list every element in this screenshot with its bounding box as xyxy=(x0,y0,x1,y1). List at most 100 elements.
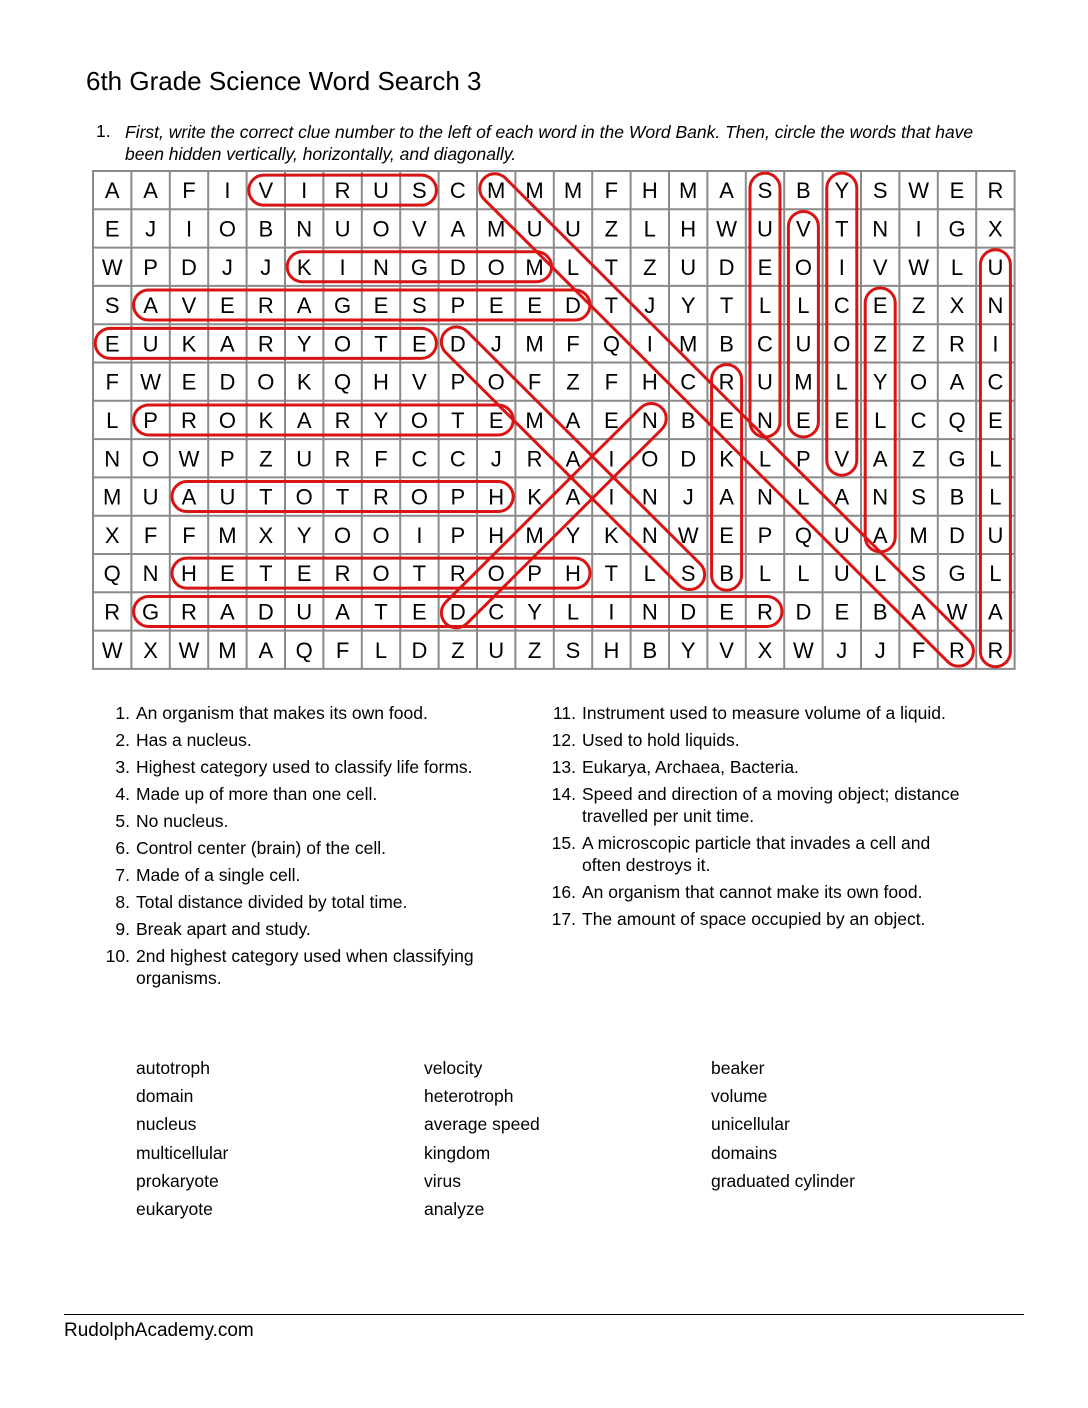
grid-letter[interactable]: U xyxy=(527,216,543,241)
grid-letter[interactable]: M xyxy=(525,331,543,356)
grid-letter[interactable]: C xyxy=(488,599,504,624)
grid-letter[interactable]: Q xyxy=(296,638,313,663)
grid-letter[interactable]: Q xyxy=(795,523,812,548)
grid-letter[interactable]: M xyxy=(525,408,543,433)
grid-letter[interactable]: E xyxy=(796,408,811,433)
grid-letter[interactable]: V xyxy=(796,216,811,241)
grid-letter[interactable]: Y xyxy=(374,408,389,433)
grid-letter[interactable]: U xyxy=(565,216,581,241)
grid-letter[interactable]: E xyxy=(105,216,120,241)
grid-letter[interactable]: R xyxy=(949,331,965,356)
grid-letter[interactable]: E xyxy=(412,331,427,356)
grid-letter[interactable]: K xyxy=(719,446,734,471)
grid-letter[interactable]: G xyxy=(142,599,159,624)
grid-letter[interactable]: E xyxy=(834,599,849,624)
grid-letter[interactable]: J xyxy=(644,293,655,318)
grid-letter[interactable]: G xyxy=(948,561,965,586)
grid-letter[interactable]: W xyxy=(793,638,814,663)
grid-letter[interactable]: K xyxy=(604,523,619,548)
grid-letter[interactable]: D xyxy=(219,370,235,395)
grid-letter[interactable]: G xyxy=(948,216,965,241)
grid-letter[interactable]: C xyxy=(450,446,466,471)
grid-letter[interactable]: Q xyxy=(603,331,620,356)
grid-letter[interactable]: U xyxy=(143,485,159,510)
grid-letter[interactable]: L xyxy=(644,561,656,586)
grid-letter[interactable]: K xyxy=(182,331,197,356)
grid-letter[interactable]: L xyxy=(797,293,809,318)
grid-letter[interactable]: O xyxy=(219,408,236,433)
grid-letter[interactable]: W xyxy=(908,255,929,280)
grid-letter[interactable]: W xyxy=(179,446,200,471)
grid-letter[interactable]: A xyxy=(566,485,581,510)
grid-letter[interactable]: H xyxy=(488,523,504,548)
grid-letter[interactable]: K xyxy=(297,255,312,280)
grid-letter[interactable]: P xyxy=(143,255,158,280)
grid-letter[interactable]: E xyxy=(105,331,120,356)
grid-letter[interactable]: M xyxy=(679,178,697,203)
grid-letter[interactable]: L xyxy=(644,216,656,241)
grid-letter[interactable]: R xyxy=(450,561,466,586)
grid-letter[interactable]: U xyxy=(987,523,1003,548)
grid-letter[interactable]: A xyxy=(220,331,235,356)
grid-letter[interactable]: F xyxy=(144,523,157,548)
grid-letter[interactable]: D xyxy=(949,523,965,548)
grid-letter[interactable]: Y xyxy=(681,638,696,663)
grid-letter[interactable]: E xyxy=(719,523,734,548)
grid-letter[interactable]: G xyxy=(411,255,428,280)
grid-letter[interactable]: E xyxy=(873,293,888,318)
grid-letter[interactable]: F xyxy=(182,178,195,203)
grid-letter[interactable]: V xyxy=(412,216,427,241)
grid-letter[interactable]: N xyxy=(104,446,120,471)
grid-letter[interactable]: F xyxy=(566,331,579,356)
grid-letter[interactable]: T xyxy=(374,331,387,356)
grid-letter[interactable]: V xyxy=(258,178,273,203)
grid-letter[interactable]: O xyxy=(334,331,351,356)
grid-letter[interactable]: U xyxy=(488,638,504,663)
grid-letter[interactable]: S xyxy=(911,561,926,586)
grid-letter[interactable]: R xyxy=(335,408,351,433)
grid-letter[interactable]: O xyxy=(488,561,505,586)
grid-letter[interactable]: N xyxy=(296,216,312,241)
grid-letter[interactable]: N xyxy=(757,485,773,510)
grid-letter[interactable]: T xyxy=(605,293,618,318)
grid-letter[interactable]: I xyxy=(416,523,422,548)
grid-letter[interactable]: P xyxy=(450,523,465,548)
grid-letter[interactable]: R xyxy=(949,638,965,663)
grid-letter[interactable]: J xyxy=(683,485,694,510)
grid-letter[interactable]: U xyxy=(987,255,1003,280)
grid-letter[interactable]: E xyxy=(489,408,504,433)
grid-letter[interactable]: K xyxy=(258,408,273,433)
grid-letter[interactable]: J xyxy=(875,638,886,663)
grid-letter[interactable]: F xyxy=(336,638,349,663)
grid-letter[interactable]: A xyxy=(220,599,235,624)
grid-letter[interactable]: Z xyxy=(259,446,272,471)
grid-letter[interactable]: J xyxy=(491,446,502,471)
grid-letter[interactable]: L xyxy=(989,561,1001,586)
grid-letter[interactable]: M xyxy=(909,523,927,548)
grid-letter[interactable]: A xyxy=(873,446,888,471)
grid-letter[interactable]: U xyxy=(373,178,389,203)
grid-letter[interactable]: A xyxy=(258,638,273,663)
grid-letter[interactable]: V xyxy=(182,293,197,318)
grid-letter[interactable]: A xyxy=(834,485,849,510)
grid-letter[interactable]: M xyxy=(487,178,505,203)
grid-letter[interactable]: H xyxy=(642,370,658,395)
grid-letter[interactable]: P xyxy=(143,408,158,433)
grid-letter[interactable]: R xyxy=(335,446,351,471)
grid-letter[interactable]: T xyxy=(336,485,349,510)
grid-letter[interactable]: H xyxy=(680,216,696,241)
grid-letter[interactable]: G xyxy=(334,293,351,318)
grid-letter[interactable]: H xyxy=(642,178,658,203)
grid-letter[interactable]: V xyxy=(412,370,427,395)
grid-letter[interactable]: K xyxy=(297,370,312,395)
grid-letter[interactable]: V xyxy=(834,446,849,471)
grid-letter[interactable]: M xyxy=(525,523,543,548)
grid-letter[interactable]: P xyxy=(796,446,811,471)
grid-letter[interactable]: I xyxy=(839,255,845,280)
grid-letter[interactable]: L xyxy=(989,485,1001,510)
grid-letter[interactable]: W xyxy=(908,178,929,203)
grid-letter[interactable]: B xyxy=(873,599,888,624)
grid-letter[interactable]: Z xyxy=(528,638,541,663)
grid-letter[interactable]: Z xyxy=(451,638,464,663)
grid-letter[interactable]: W xyxy=(102,638,123,663)
